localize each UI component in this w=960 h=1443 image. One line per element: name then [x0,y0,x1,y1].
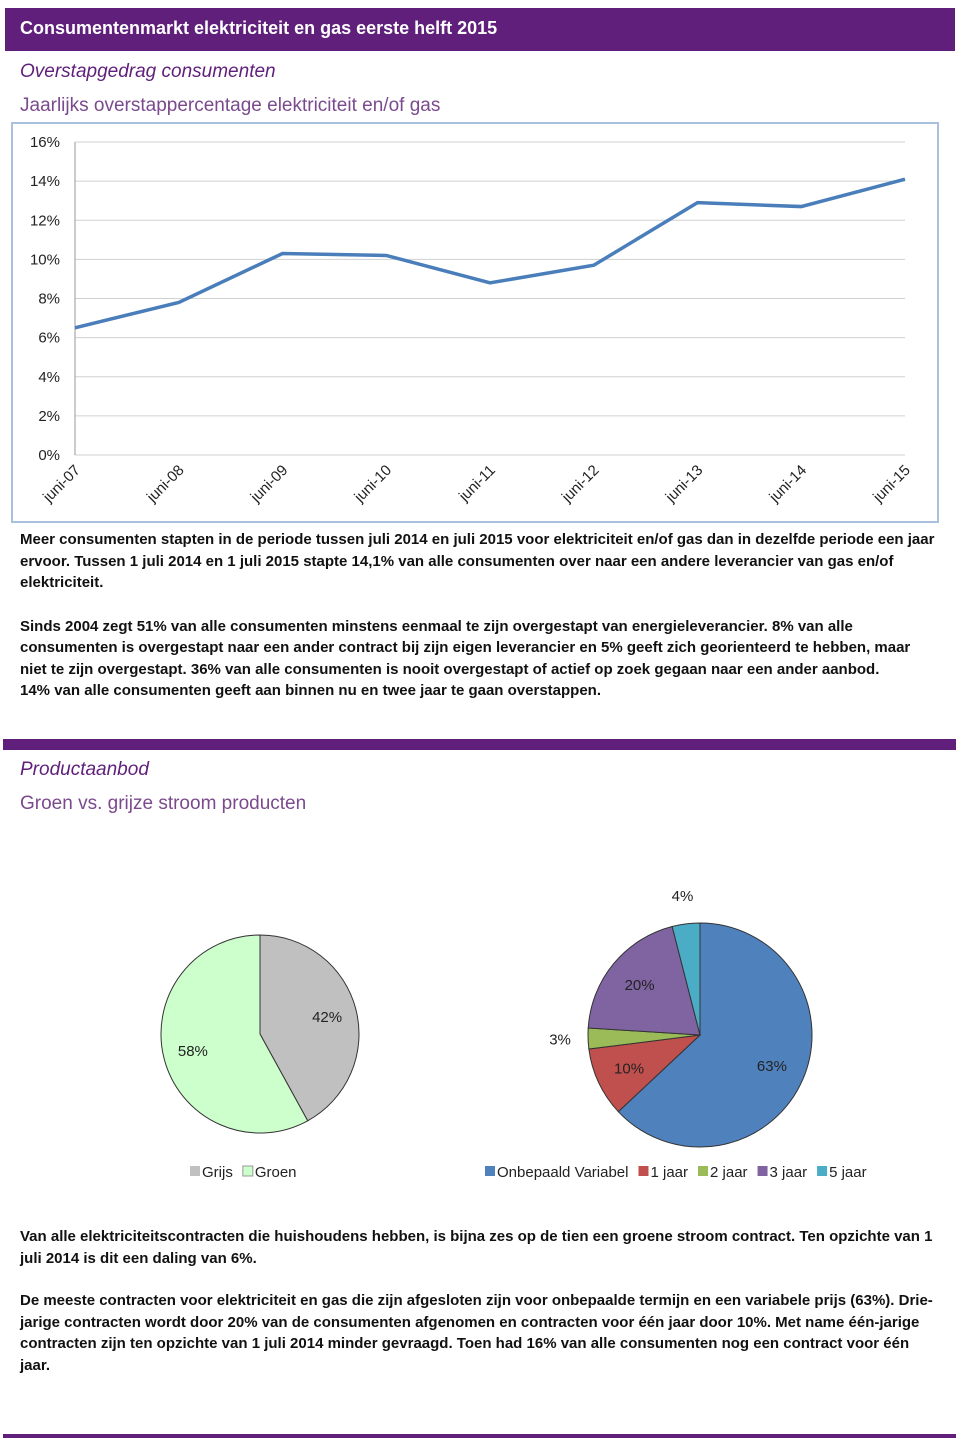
legend-label: Grijs [202,1164,233,1181]
legend-label: 1 jaar [650,1164,688,1181]
x-tick-label: juni-09 [247,462,292,507]
pie-slice [671,922,701,1036]
data-label: 4% [672,888,694,905]
y-tick-label: 6% [38,330,60,347]
chart-frame [11,122,939,523]
legend-label: 5 jaar [829,1164,867,1181]
y-tick-label: 16% [30,134,60,151]
y-tick-label: 14% [30,173,60,190]
section-title: Overstapgedrag consumenten [20,61,276,82]
data-label: 58% [178,1043,208,1060]
legend-swatch [190,1166,200,1176]
legend-label: 2 jaar [710,1164,748,1181]
legend-swatch [638,1166,649,1176]
legend-swatch [757,1166,768,1176]
legend-swatch [242,1165,254,1177]
pie-slice [617,922,813,1148]
pie-slice [259,934,360,1122]
text-block: Van alle elektriciteitscontracten die hu… [20,1226,935,1376]
paragraph: Meer consumenten stapten in de periode t… [20,531,935,591]
x-tick-label: juni-15 [869,462,914,507]
data-label: 63% [757,1058,787,1075]
pie-slice [160,934,309,1134]
x-tick-label: juni-10 [351,462,396,507]
data-label: 20% [625,977,655,994]
data-label: 42% [312,1009,342,1026]
y-tick-label: 2% [38,408,60,425]
y-tick-label: 8% [38,291,60,308]
x-tick-label: juni-12 [558,462,603,507]
header-bar [5,8,955,51]
paragraph: Sinds 2004 zegt 51% van alle consumenten… [20,617,911,678]
y-tick-label: 12% [30,212,60,229]
legend-label: Groen [255,1164,297,1181]
legend-label: Onbepaald Variabel [497,1164,628,1181]
chart-title: Jaarlijks overstappercentage elektricite… [20,95,441,116]
text-block: Meer consumenten stapten in de periode t… [20,529,935,702]
y-tick-label: 0% [38,447,60,464]
x-tick-label: juni-13 [662,462,707,507]
paragraph: De meeste contracten voor elektriciteit … [20,1292,933,1374]
legend-label: 3 jaar [770,1164,808,1181]
section-title: Productaanbod [20,759,149,780]
section-subtitle: Groen vs. grijze stroom producten [20,793,307,814]
legend-swatch [485,1166,495,1176]
y-tick-label: 10% [30,251,60,268]
data-label: 10% [614,1060,644,1077]
x-tick-label: juni-08 [143,462,188,507]
x-tick-label: juni-11 [455,462,499,506]
paragraph: 14% van alle consumenten geeft aan binne… [20,682,602,699]
paragraph: Van alle elektriciteitscontracten die hu… [20,1228,933,1267]
legend-swatch [698,1166,709,1176]
legend-swatch [817,1166,828,1176]
y-tick-label: 4% [38,369,60,386]
line [74,177,906,330]
divider [3,739,956,750]
x-tick-label: juni-14 [766,462,811,507]
divider [3,1434,956,1438]
pie-slice [587,925,701,1036]
header-title: Consumentenmarkt elektriciteit en gas ee… [20,18,498,38]
x-tick-label: juni-07 [39,462,84,507]
data-label: 3% [549,1031,571,1048]
